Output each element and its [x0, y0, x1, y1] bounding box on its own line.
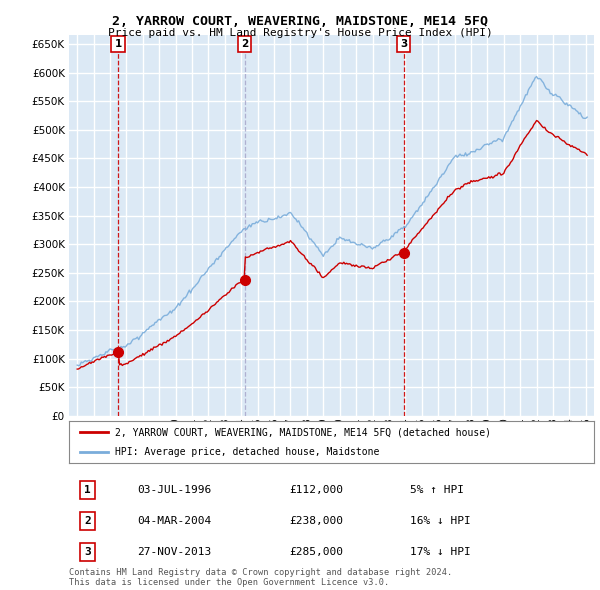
Text: 3: 3	[84, 547, 91, 556]
Text: £112,000: £112,000	[290, 485, 343, 494]
Text: 2, YARROW COURT, WEAVERING, MAIDSTONE, ME14 5FQ (detached house): 2, YARROW COURT, WEAVERING, MAIDSTONE, M…	[115, 427, 491, 437]
Text: £285,000: £285,000	[290, 547, 343, 556]
Text: 1: 1	[84, 485, 91, 494]
Text: 1: 1	[115, 39, 122, 49]
Text: Price paid vs. HM Land Registry's House Price Index (HPI): Price paid vs. HM Land Registry's House …	[107, 28, 493, 38]
Text: 2: 2	[84, 516, 91, 526]
Text: 3: 3	[400, 39, 407, 49]
Text: Contains HM Land Registry data © Crown copyright and database right 2024.
This d: Contains HM Land Registry data © Crown c…	[69, 568, 452, 587]
Text: 16% ↓ HPI: 16% ↓ HPI	[410, 516, 471, 526]
Text: 5% ↑ HPI: 5% ↑ HPI	[410, 485, 464, 494]
Text: 2: 2	[241, 39, 248, 49]
Text: HPI: Average price, detached house, Maidstone: HPI: Average price, detached house, Maid…	[115, 447, 380, 457]
Text: £238,000: £238,000	[290, 516, 343, 526]
Text: 03-JUL-1996: 03-JUL-1996	[137, 485, 212, 494]
Text: 27-NOV-2013: 27-NOV-2013	[137, 547, 212, 556]
Text: 2, YARROW COURT, WEAVERING, MAIDSTONE, ME14 5FQ: 2, YARROW COURT, WEAVERING, MAIDSTONE, M…	[112, 15, 488, 28]
Text: 17% ↓ HPI: 17% ↓ HPI	[410, 547, 471, 556]
Text: 04-MAR-2004: 04-MAR-2004	[137, 516, 212, 526]
